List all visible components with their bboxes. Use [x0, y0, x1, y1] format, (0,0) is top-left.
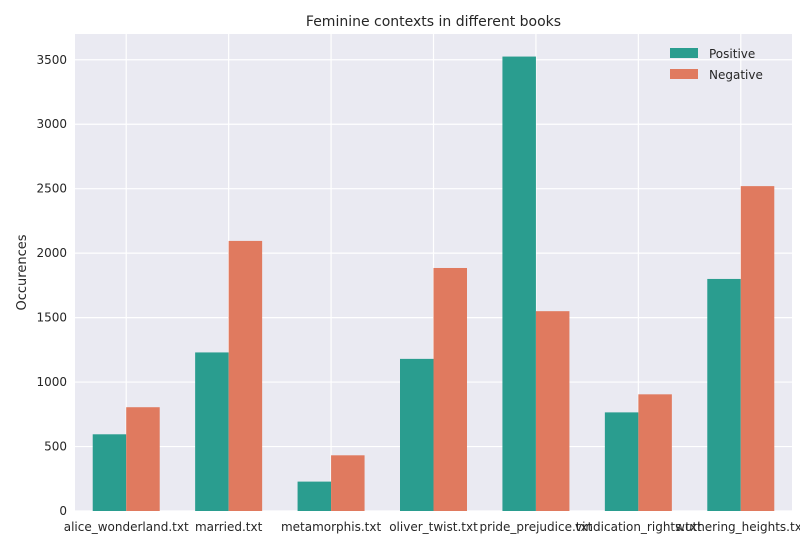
bar-positive-0: [92, 434, 127, 511]
legend-swatch-positive: [670, 48, 698, 58]
bar-negative-2: [331, 455, 365, 511]
x-axis-ticks: alice_wonderland.txt married.txt metamorph…: [64, 520, 800, 534]
bar-positive-3: [400, 358, 434, 511]
bar-positive-1: [195, 352, 229, 511]
x-tick-label: metamorphis.txt: [281, 520, 382, 534]
bar-negative-4: [535, 311, 570, 511]
bar-negative-6: [740, 186, 775, 511]
legend: Positive Negative: [670, 47, 763, 82]
y-tick-label: 1000: [36, 375, 67, 389]
chart-title: Feminine contexts in different books: [306, 14, 561, 30]
bar-negative-5: [638, 394, 672, 511]
x-tick-label: married.txt: [195, 520, 263, 534]
bar-negative-3: [433, 267, 467, 511]
x-tick-label: vindication_rights.txt: [575, 520, 702, 534]
legend-label-positive: Positive: [709, 47, 755, 61]
y-tick-label: 2500: [36, 182, 67, 196]
x-tick-label: oliver_twist.txt: [389, 520, 478, 534]
y-tick-label: 3500: [36, 53, 67, 67]
bar-negative-0: [126, 407, 160, 511]
y-tick-label: 1500: [36, 311, 67, 325]
y-axis-label: Occurences: [15, 234, 30, 310]
x-tick-label: pride_prejudice.txt: [480, 520, 593, 534]
bar-positive-2: [297, 481, 332, 511]
y-tick-label: 2000: [36, 246, 67, 260]
bar-positive-6: [707, 278, 741, 511]
legend-label-negative: Negative: [709, 68, 763, 82]
bar-positive-5: [604, 412, 639, 511]
y-axis-ticks: 0 500 1000 1500 2000 2500 3000 3500: [36, 53, 67, 518]
bar-negative-1: [228, 240, 263, 512]
legend-swatch-negative: [670, 69, 698, 79]
x-tick-label: alice_wonderland.txt: [64, 520, 189, 534]
bars: [92, 56, 775, 512]
y-tick-label: 500: [44, 440, 67, 454]
bar-positive-4: [502, 56, 536, 511]
y-tick-label: 3000: [36, 117, 67, 131]
x-tick-label: wuthering_heights.txt: [675, 520, 800, 534]
y-tick-label: 0: [59, 504, 67, 518]
